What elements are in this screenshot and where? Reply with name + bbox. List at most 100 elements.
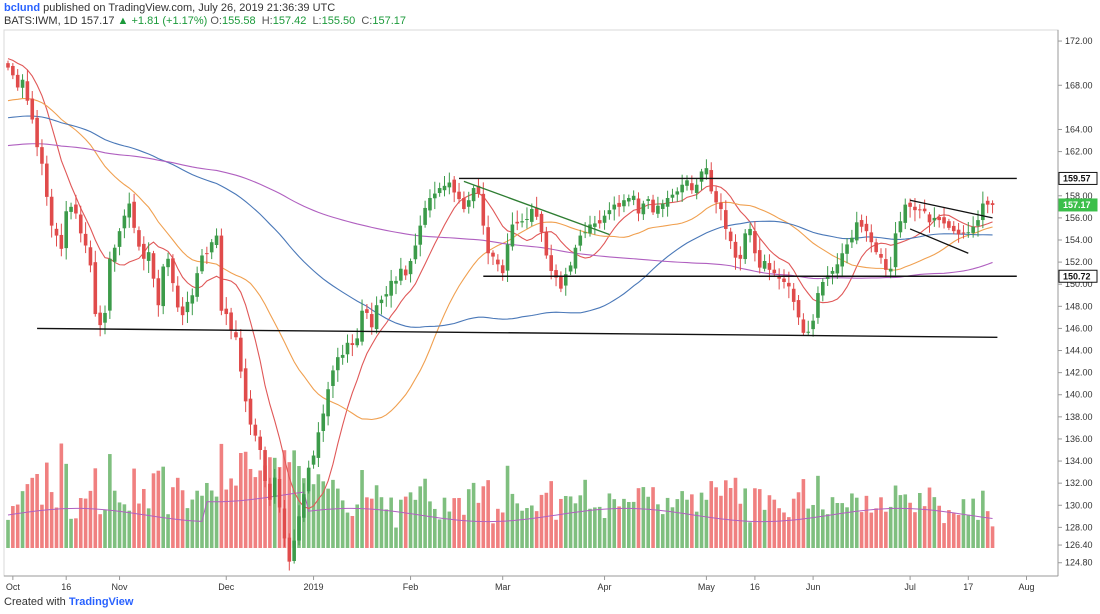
candle (816, 286, 820, 324)
volume-bar (728, 487, 733, 548)
candle (602, 210, 607, 230)
candle (253, 418, 258, 442)
volume-bar (888, 506, 893, 548)
candle (714, 186, 718, 214)
volume-bar (161, 466, 165, 548)
volume-bar (981, 490, 985, 548)
volume-bar (93, 468, 98, 548)
volume-bar (379, 497, 384, 548)
x-tick-label: Aug (1018, 582, 1034, 592)
horizontal-level-line[interactable] (37, 327, 998, 338)
volume-bar (214, 496, 219, 548)
candle (500, 259, 505, 281)
svg-text:157.17: 157.17 (1063, 200, 1091, 210)
candle (311, 450, 316, 469)
trend-line[interactable] (909, 199, 993, 219)
candle (428, 189, 432, 218)
volume-bar (757, 489, 762, 548)
volume-bar (180, 490, 185, 548)
candle (636, 192, 641, 222)
candle (486, 215, 490, 265)
candle (214, 228, 219, 249)
volume-bar (127, 510, 132, 548)
candle (850, 229, 854, 248)
svg-text:150.72: 150.72 (1063, 271, 1091, 281)
candle (753, 221, 757, 262)
candle (40, 139, 44, 176)
candle (384, 286, 389, 307)
candle (340, 344, 345, 365)
volume-bar (840, 503, 844, 548)
volume-bar (88, 490, 93, 548)
trend-line[interactable] (909, 228, 969, 254)
price-tag: 150.72 (1058, 269, 1098, 283)
candle (209, 239, 214, 260)
candle (15, 69, 20, 91)
volume-bar (248, 468, 253, 548)
candle (88, 240, 93, 273)
volume-bar (408, 492, 413, 548)
volume-bar (825, 514, 830, 548)
volume-bar (573, 503, 578, 548)
candle (738, 246, 743, 271)
volume-bar (403, 496, 408, 548)
author-name[interactable]: bclund (4, 2, 41, 14)
volume-bar (966, 514, 971, 548)
candle (306, 460, 311, 494)
candle (898, 211, 903, 238)
x-tick-label: May (698, 582, 716, 592)
candle (331, 365, 335, 399)
volume-bar (423, 478, 427, 548)
volume-bar (830, 497, 835, 548)
candle (981, 191, 985, 229)
volume-bar (976, 519, 980, 548)
volume-bar (908, 502, 912, 548)
volume-bar (287, 462, 292, 548)
candle (893, 221, 898, 276)
candle (699, 168, 704, 191)
x-tick-label: 2019 (304, 582, 324, 592)
volume-bar (452, 498, 456, 548)
volume-bar (515, 503, 520, 548)
volume-bar (350, 515, 355, 548)
volume-bar (311, 484, 316, 548)
candle (413, 233, 418, 264)
candle (83, 222, 88, 254)
volume-bar (787, 517, 791, 548)
y-tick-label: 158.00 (1065, 191, 1093, 201)
candle (520, 213, 524, 228)
y-tick-label: 130.00 (1065, 500, 1093, 510)
volume-bar (496, 508, 500, 548)
volume-bar (45, 462, 49, 548)
volume-bar (234, 485, 238, 548)
candle (127, 192, 132, 228)
candle (539, 211, 544, 242)
candle (25, 69, 30, 105)
volume-bar (544, 492, 549, 548)
volume-bar (195, 490, 199, 548)
volume-bar (704, 499, 709, 548)
tradingview-logo[interactable]: TradingView (68, 596, 134, 608)
candle (568, 261, 573, 276)
volume-bar (481, 486, 486, 548)
volume-bar (146, 508, 151, 548)
volume-bar (617, 506, 621, 548)
candle (399, 257, 403, 286)
volume-bar (534, 511, 539, 548)
candle (6, 60, 10, 71)
volume-bar (442, 497, 447, 548)
open-label: O: (210, 15, 222, 27)
volume-bar (471, 482, 476, 548)
candle (394, 276, 398, 295)
candle (360, 299, 364, 346)
candle (772, 260, 777, 278)
plot-area (3, 29, 1059, 577)
candle (573, 244, 578, 274)
candle (660, 199, 665, 218)
volume-bar (942, 523, 946, 548)
candle (171, 254, 175, 292)
candle (45, 155, 49, 206)
trend-line[interactable] (463, 180, 610, 236)
candle (365, 304, 369, 319)
